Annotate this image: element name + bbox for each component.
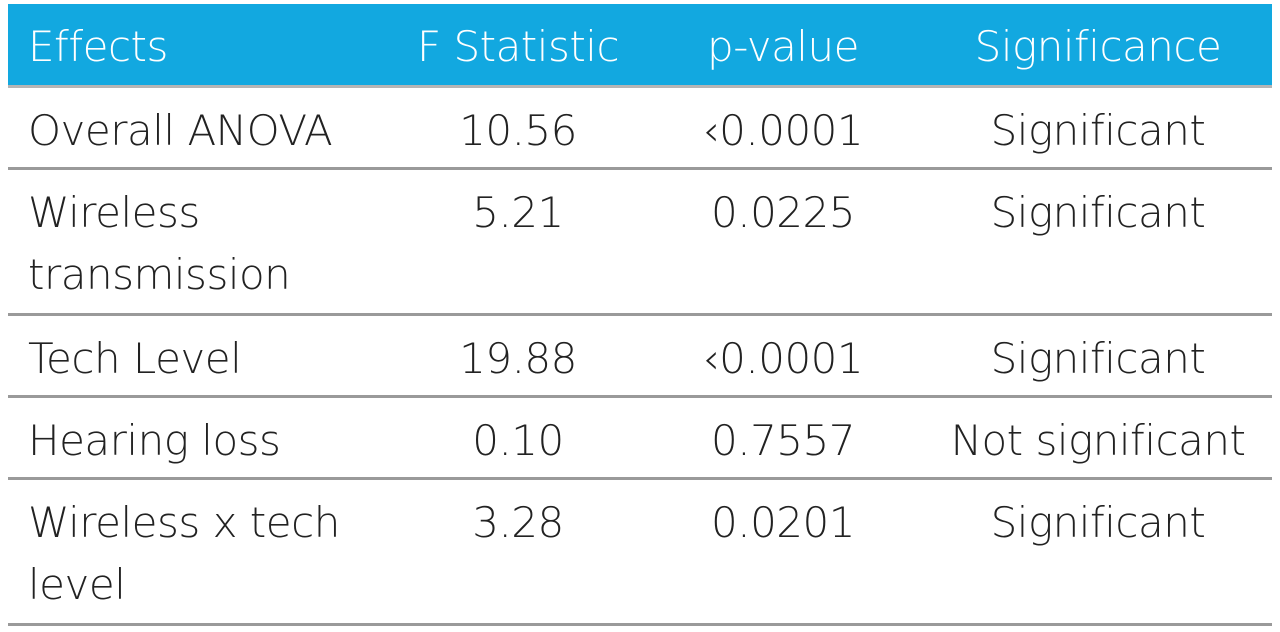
header-effects: Effects [28, 22, 168, 71]
cell-f-statistic: 3.28 [472, 498, 564, 547]
cell-significance: Significant [990, 106, 1206, 155]
cell-f-statistic: 5.21 [472, 188, 564, 237]
cell-significance: Not significant [950, 416, 1246, 465]
cell-p-value: 0.0201 [711, 498, 855, 547]
cell-effect: Wireless x tech level [28, 498, 340, 609]
table-row: Wireless transmission 5.21 0.0225 Signif… [8, 170, 1272, 316]
cell-f-statistic: 19.88 [459, 334, 577, 383]
cell-significance: Significant [990, 498, 1206, 547]
cell-f-statistic: 0.10 [472, 416, 564, 465]
header-f-statistic: F Statistic [416, 22, 620, 71]
header-significance: Significance [974, 22, 1222, 71]
cell-p-value: ‹0.0001 [702, 106, 864, 155]
cell-p-value: 0.0225 [711, 188, 855, 237]
cell-f-statistic: 10.56 [459, 106, 577, 155]
cell-effect: Tech Level [28, 334, 242, 383]
table-row: Wireless x tech level 3.28 0.0201 Signif… [8, 480, 1272, 626]
cell-effect: Hearing loss [28, 416, 281, 465]
anova-table: Effects F Statistic p-value Significance… [8, 4, 1272, 626]
cell-effect: Wireless transmission [28, 188, 291, 299]
cell-significance: Significant [990, 188, 1206, 237]
table-header-row: Effects F Statistic p-value Significance [8, 4, 1272, 88]
cell-p-value: ‹0.0001 [702, 334, 864, 383]
header-p-value: p-value [707, 22, 859, 71]
cell-significance: Significant [990, 334, 1206, 383]
cell-effect: Overall ANOVA [28, 106, 333, 155]
table-row: Hearing loss 0.10 0.7557 Not significant [8, 398, 1272, 480]
table-row: Overall ANOVA 10.56 ‹0.0001 Significant [8, 88, 1272, 170]
table-row: Tech Level 19.88 ‹0.0001 Significant [8, 316, 1272, 398]
cell-p-value: 0.7557 [711, 416, 855, 465]
